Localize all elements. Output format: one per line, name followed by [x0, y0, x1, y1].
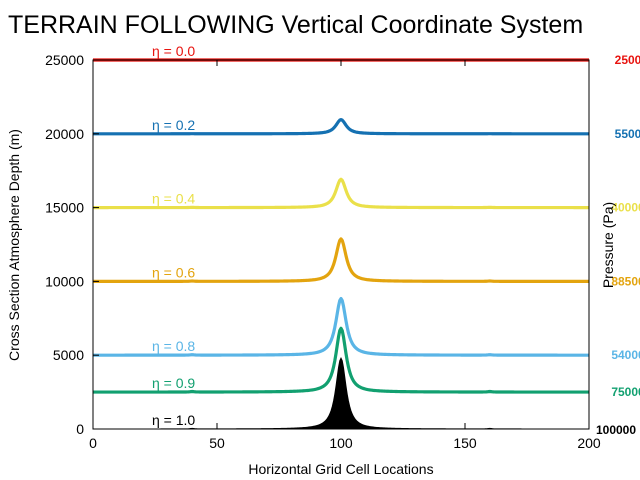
y-tick-label: 10000 [45, 273, 84, 289]
eta-labels: η = 0.0 η = 0.2 η = 0.4 η = 0.6 η = 0.8 η = 0… [152, 43, 195, 428]
pressure-label: 75000 [611, 385, 640, 399]
pressure-labels: 2500 5500 40000 88500 54000 75000 100000 [596, 53, 640, 437]
series-line [92, 296, 590, 357]
eta-label: η = 0.9 [152, 375, 195, 391]
pressure-label: 2500 [615, 53, 640, 67]
pressure-label: 88500 [611, 274, 640, 288]
y-tick-label: 15000 [45, 200, 84, 216]
pressure-label: 40000 [611, 201, 640, 215]
x-tick-label: 100 [329, 435, 353, 451]
eta-label: η = 0.2 [152, 117, 195, 133]
x-tick-label: 150 [453, 435, 477, 451]
y-axis-label: Cross Section Atmosphere Depth (m) [6, 129, 22, 361]
series-line [92, 237, 590, 283]
series-line [92, 177, 590, 210]
pressure-label-bottom: 100000 [596, 423, 636, 437]
eta-label: η = 1.0 [152, 412, 195, 428]
pressure-label: 5500 [615, 127, 640, 141]
x-tick-label: 0 [89, 435, 97, 451]
eta-label: η = 0.6 [152, 264, 195, 280]
y-tick-label: 5000 [53, 347, 84, 363]
x-axis-ticks: 0 50 100 150 200 [89, 60, 601, 451]
series-line [92, 326, 590, 394]
x-tick-label: 200 [577, 435, 601, 451]
eta-label: η = 0.8 [152, 338, 195, 354]
y-axis-ticks: 0 5000 10000 15000 20000 25000 [45, 52, 99, 437]
y-axis-right-label: Pressure (Pa) [600, 202, 616, 288]
y-tick-label: 20000 [45, 126, 84, 142]
series-line [92, 118, 590, 136]
y-tick-label: 25000 [45, 52, 84, 68]
x-axis-label: Horizontal Grid Cell Locations [248, 461, 433, 477]
eta-label: η = 0.4 [152, 191, 195, 207]
pressure-label: 54000 [611, 348, 640, 362]
chart-title: TERRAIN FOLLOWING Vertical Coordinate Sy… [8, 11, 583, 39]
x-tick-label: 50 [209, 435, 225, 451]
eta-label: η = 0.0 [152, 43, 195, 59]
y-tick-label: 0 [76, 421, 84, 437]
